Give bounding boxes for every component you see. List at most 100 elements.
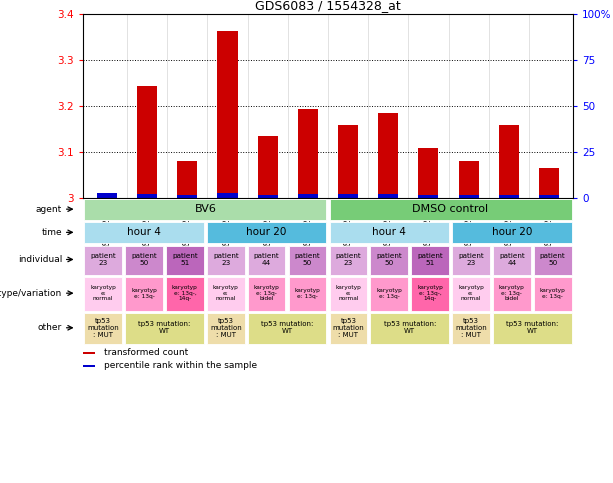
Text: time: time bbox=[42, 228, 62, 237]
Bar bbox=[97, 197, 117, 198]
Bar bbox=[289, 246, 326, 274]
Bar bbox=[125, 313, 204, 343]
Text: hour 4: hour 4 bbox=[127, 227, 161, 237]
Text: patient
50: patient 50 bbox=[295, 253, 321, 266]
Bar bbox=[218, 30, 237, 198]
Bar bbox=[493, 277, 531, 311]
Bar bbox=[338, 194, 358, 198]
Text: patient
50: patient 50 bbox=[376, 253, 402, 266]
Bar bbox=[166, 246, 204, 274]
Bar bbox=[452, 313, 490, 343]
Bar bbox=[330, 246, 367, 274]
Bar bbox=[370, 246, 408, 274]
Bar bbox=[493, 313, 571, 343]
Text: karyotyp
e: 13q-,
14q-: karyotyp e: 13q-, 14q- bbox=[172, 285, 198, 301]
Bar bbox=[83, 365, 95, 367]
Bar bbox=[125, 246, 163, 274]
Bar bbox=[452, 246, 490, 274]
Text: patient
44: patient 44 bbox=[254, 253, 280, 266]
Text: tp53
mutation
: MUT: tp53 mutation : MUT bbox=[332, 318, 364, 338]
Bar bbox=[370, 313, 449, 343]
Bar bbox=[534, 246, 571, 274]
Text: karyotyp
e:
normal: karyotyp e: normal bbox=[213, 285, 238, 301]
Text: patient
23: patient 23 bbox=[458, 253, 484, 266]
Bar bbox=[539, 168, 559, 198]
Text: tp53 mutation:
WT: tp53 mutation: WT bbox=[261, 321, 313, 334]
Text: tp53 mutation:
WT: tp53 mutation: WT bbox=[506, 321, 558, 334]
Bar bbox=[298, 109, 318, 198]
Text: tp53
mutation
: MUT: tp53 mutation : MUT bbox=[455, 318, 487, 338]
Bar bbox=[330, 199, 571, 220]
Text: hour 4: hour 4 bbox=[372, 227, 406, 237]
Bar bbox=[330, 277, 367, 311]
Bar bbox=[218, 193, 237, 198]
Bar bbox=[85, 222, 204, 243]
Bar bbox=[207, 277, 245, 311]
Text: patient
50: patient 50 bbox=[540, 253, 566, 266]
Text: patient
23: patient 23 bbox=[213, 253, 238, 266]
Text: tp53
mutation
: MUT: tp53 mutation : MUT bbox=[87, 318, 119, 338]
Bar bbox=[419, 195, 438, 198]
Text: karyotyp
e:
normal: karyotyp e: normal bbox=[458, 285, 484, 301]
Bar bbox=[125, 277, 163, 311]
Bar bbox=[378, 194, 398, 198]
Bar bbox=[137, 85, 157, 198]
Text: individual: individual bbox=[18, 255, 62, 264]
Bar bbox=[370, 277, 408, 311]
Text: patient
51: patient 51 bbox=[417, 253, 443, 266]
Text: tp53 mutation:
WT: tp53 mutation: WT bbox=[384, 321, 436, 334]
Text: karyotyp
e: 13q-: karyotyp e: 13q- bbox=[131, 288, 157, 298]
Bar bbox=[177, 161, 197, 198]
Text: patient
51: patient 51 bbox=[172, 253, 198, 266]
Text: tp53 mutation:
WT: tp53 mutation: WT bbox=[139, 321, 191, 334]
Text: other: other bbox=[38, 323, 62, 332]
Bar bbox=[338, 125, 358, 198]
Bar bbox=[411, 246, 449, 274]
Bar bbox=[85, 277, 122, 311]
Text: hour 20: hour 20 bbox=[246, 227, 287, 237]
Text: karyotyp
e: 13q-: karyotyp e: 13q- bbox=[376, 288, 402, 298]
Bar bbox=[207, 246, 245, 274]
Bar bbox=[493, 246, 531, 274]
Text: karyotyp
e:
normal: karyotyp e: normal bbox=[90, 285, 116, 301]
Text: karyotyp
e: 13q-
bidel: karyotyp e: 13q- bidel bbox=[254, 285, 280, 301]
Bar bbox=[85, 313, 122, 343]
Bar bbox=[459, 161, 479, 198]
Bar bbox=[248, 277, 286, 311]
Text: genotype/variation: genotype/variation bbox=[0, 289, 62, 298]
Bar bbox=[411, 277, 449, 311]
Text: hour 20: hour 20 bbox=[492, 227, 532, 237]
Bar bbox=[85, 199, 326, 220]
Text: transformed count: transformed count bbox=[104, 348, 188, 357]
Bar bbox=[248, 313, 326, 343]
Bar bbox=[378, 113, 398, 198]
Text: percentile rank within the sample: percentile rank within the sample bbox=[104, 361, 257, 370]
Bar bbox=[257, 136, 278, 198]
Bar bbox=[330, 313, 367, 343]
Bar bbox=[452, 277, 490, 311]
Bar bbox=[177, 195, 197, 198]
Title: GDS6083 / 1554328_at: GDS6083 / 1554328_at bbox=[255, 0, 401, 12]
Text: karyotyp
e: 13q-,
14q-: karyotyp e: 13q-, 14q- bbox=[417, 285, 443, 301]
Text: DMSO control: DMSO control bbox=[413, 204, 489, 214]
Bar bbox=[534, 277, 571, 311]
Bar bbox=[298, 194, 318, 198]
Bar bbox=[539, 195, 559, 198]
Text: BV6: BV6 bbox=[194, 204, 216, 214]
Bar bbox=[207, 313, 245, 343]
Bar bbox=[452, 222, 571, 243]
Text: tp53
mutation
: MUT: tp53 mutation : MUT bbox=[210, 318, 242, 338]
Text: agent: agent bbox=[36, 205, 62, 213]
Bar bbox=[499, 195, 519, 198]
Bar bbox=[248, 246, 286, 274]
Bar bbox=[330, 222, 449, 243]
Text: patient
44: patient 44 bbox=[499, 253, 525, 266]
Bar bbox=[499, 125, 519, 198]
Bar bbox=[166, 277, 204, 311]
Text: patient
23: patient 23 bbox=[90, 253, 116, 266]
Bar bbox=[97, 193, 117, 198]
Bar bbox=[207, 222, 326, 243]
Bar bbox=[137, 194, 157, 198]
Text: karyotyp
e: 13q-: karyotyp e: 13q- bbox=[295, 288, 321, 298]
Text: karyotyp
e: 13q-: karyotyp e: 13q- bbox=[540, 288, 566, 298]
